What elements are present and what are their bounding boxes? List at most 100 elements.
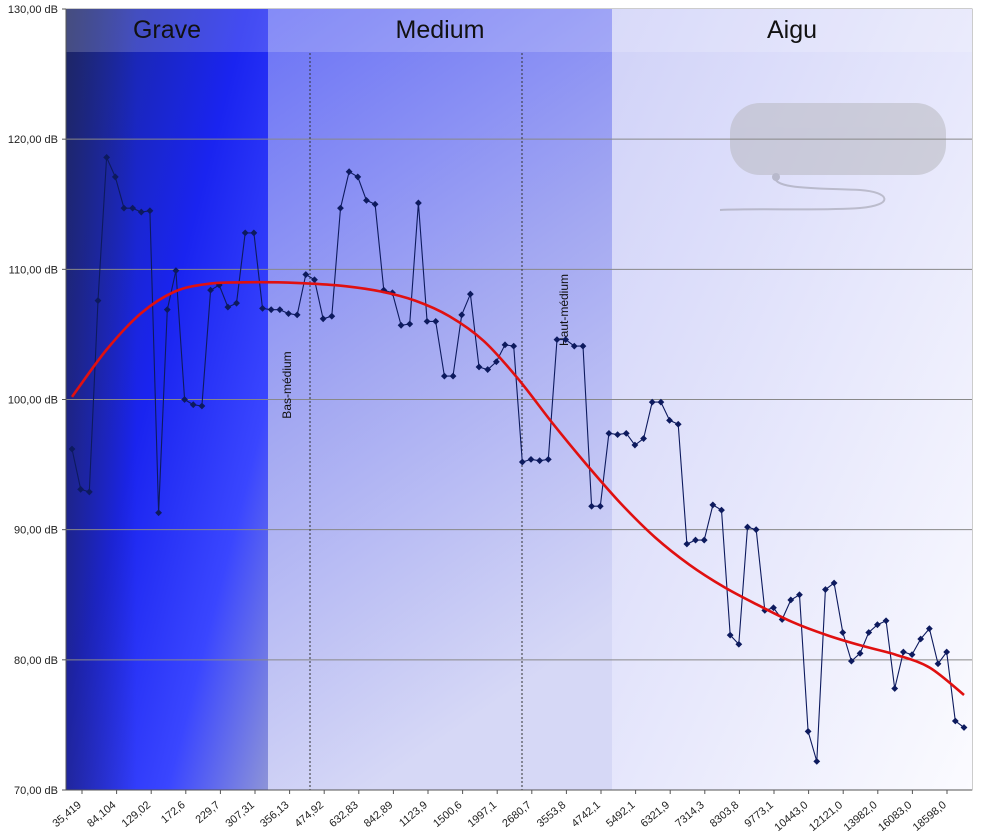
data-point bbox=[536, 457, 544, 465]
data-point bbox=[85, 488, 93, 496]
data-point bbox=[562, 336, 570, 344]
data-point bbox=[354, 173, 362, 181]
data-point bbox=[544, 455, 552, 463]
x-tick-label: 632,83 bbox=[327, 799, 360, 830]
data-point bbox=[155, 509, 163, 517]
data-point bbox=[328, 312, 336, 320]
data-point bbox=[752, 526, 760, 534]
x-axis: 35,419 84,104 129,02 172,6 229,7 307,31 356,13… bbox=[50, 789, 972, 834]
y-tick-label: 80,00 dB bbox=[14, 655, 58, 667]
data-point bbox=[345, 168, 353, 176]
band-title: Medium bbox=[396, 16, 485, 44]
data-point bbox=[787, 596, 795, 604]
x-tick-label: 172,6 bbox=[159, 799, 188, 826]
data-point bbox=[726, 631, 734, 639]
data-point bbox=[423, 318, 431, 325]
band-title: Aigu bbox=[767, 16, 817, 44]
x-tick-label: 229,7 bbox=[194, 799, 223, 826]
data-point bbox=[233, 299, 240, 307]
y-tick-label: 70,00 dB bbox=[14, 785, 58, 797]
data-point bbox=[856, 649, 864, 657]
x-tick-label: 5492,1 bbox=[604, 799, 637, 830]
data-point bbox=[804, 728, 812, 735]
data-point bbox=[960, 724, 968, 731]
data-point bbox=[622, 429, 630, 437]
data-point bbox=[822, 586, 829, 593]
data-point bbox=[475, 363, 483, 371]
x-tick-label: 307,31 bbox=[223, 799, 256, 830]
x-tick-label: 4742,1 bbox=[569, 799, 602, 830]
data-point bbox=[648, 398, 656, 406]
data-point bbox=[319, 315, 327, 323]
data-point bbox=[640, 435, 647, 442]
data-point bbox=[363, 196, 370, 204]
band-header-1 bbox=[268, 9, 612, 52]
x-tick-label: 7314,3 bbox=[673, 799, 706, 830]
data-point bbox=[198, 402, 206, 410]
data-point bbox=[527, 455, 535, 463]
markers: Bas-médium Haut-médium bbox=[280, 53, 571, 790]
x-tick-label: 1997,1 bbox=[466, 799, 499, 830]
data-point bbox=[891, 685, 899, 692]
x-tick-label: 18598,0 bbox=[911, 799, 949, 834]
data-point bbox=[908, 651, 916, 659]
data-point bbox=[181, 396, 188, 403]
data-point bbox=[449, 372, 457, 380]
data-point bbox=[103, 153, 111, 161]
data-point bbox=[925, 625, 933, 632]
data-point bbox=[709, 501, 717, 509]
data-point bbox=[796, 591, 803, 599]
y-tick-label: 130,00 dB bbox=[8, 4, 58, 16]
data-point bbox=[458, 311, 466, 319]
y-tick-label: 110,00 dB bbox=[9, 264, 58, 276]
x-tick-label: 35,419 bbox=[50, 799, 83, 830]
data-point bbox=[259, 304, 266, 312]
data-point bbox=[440, 372, 448, 380]
x-tick-label: 474,92 bbox=[293, 799, 326, 830]
band-header-2 bbox=[612, 9, 972, 52]
data-point bbox=[865, 629, 873, 636]
data-point bbox=[674, 420, 682, 428]
data-point bbox=[111, 173, 119, 181]
data-point bbox=[371, 200, 379, 208]
band-header-0 bbox=[66, 9, 268, 52]
data-point bbox=[510, 342, 518, 350]
x-tick-label: 12121,0 bbox=[807, 799, 845, 834]
data-point bbox=[848, 657, 855, 665]
data-point bbox=[605, 429, 613, 437]
data-point bbox=[172, 267, 180, 275]
data-point bbox=[302, 271, 310, 278]
data-point bbox=[293, 311, 301, 319]
data-point bbox=[657, 398, 665, 406]
data-point bbox=[466, 290, 474, 298]
data-point bbox=[700, 536, 708, 544]
data-point bbox=[189, 401, 197, 409]
data-point bbox=[579, 342, 587, 350]
marker-label: Bas-médium bbox=[280, 351, 294, 418]
x-tick-label: 84,104 bbox=[85, 799, 118, 830]
data-point bbox=[683, 540, 691, 548]
data-point bbox=[224, 303, 232, 311]
data-point bbox=[830, 579, 838, 587]
data-point bbox=[899, 648, 907, 656]
data-point bbox=[614, 431, 621, 439]
data-point bbox=[406, 320, 414, 328]
data-point bbox=[207, 286, 214, 294]
trend-layer bbox=[70, 280, 965, 697]
data-point bbox=[570, 342, 578, 350]
data-point bbox=[934, 660, 942, 668]
data-point bbox=[735, 640, 743, 648]
data-point bbox=[588, 502, 596, 510]
data-point bbox=[137, 208, 145, 216]
data-point bbox=[839, 629, 847, 636]
data-point bbox=[311, 276, 318, 284]
data-point bbox=[285, 310, 292, 317]
data-point bbox=[267, 306, 275, 314]
data-point bbox=[692, 536, 699, 544]
band-title: Grave bbox=[133, 16, 201, 44]
marker-label: Haut-médium bbox=[557, 274, 571, 346]
data-point bbox=[163, 306, 171, 314]
x-tick-label: 1500,6 bbox=[431, 799, 464, 830]
x-tick-label: 129,02 bbox=[120, 799, 153, 830]
x-tick-label: 1123,9 bbox=[397, 799, 430, 829]
